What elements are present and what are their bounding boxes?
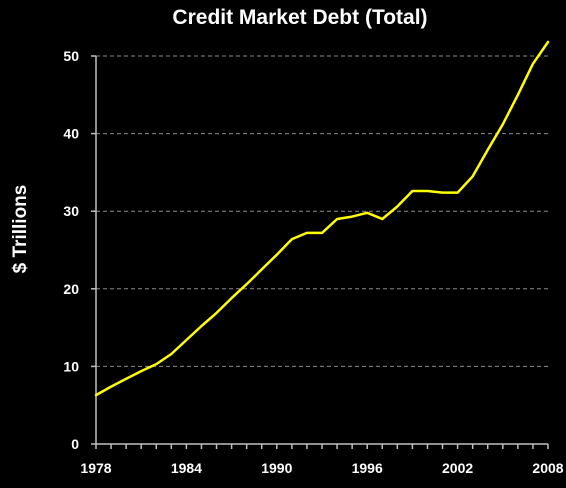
x-tick-label-1996: 1996 bbox=[352, 460, 383, 476]
y-tick-label-20: 20 bbox=[63, 281, 79, 297]
y-tick-label-10: 10 bbox=[63, 358, 79, 374]
gridlines bbox=[96, 55, 548, 367]
x-tick-label-1978: 1978 bbox=[80, 460, 111, 476]
x-tick-label-1990: 1990 bbox=[261, 460, 292, 476]
y-tick-label-50: 50 bbox=[63, 48, 79, 64]
y-tick-label-40: 40 bbox=[63, 126, 79, 142]
x-tick-label-2008: 2008 bbox=[532, 460, 563, 476]
tick-labels: 0 10 20 30 40 50 1978 1984 1990 1996 2002 2008 bbox=[63, 48, 563, 476]
x-tick-label-2002: 2002 bbox=[442, 460, 473, 476]
axes bbox=[91, 55, 549, 449]
series-line-0 bbox=[94, 40, 550, 397]
series-layer bbox=[94, 40, 550, 397]
y-tick-label-30: 30 bbox=[63, 203, 79, 219]
x-tick-label-1984: 1984 bbox=[171, 460, 202, 476]
y-tick-label-0: 0 bbox=[71, 436, 79, 452]
y-axis-label: $ Trillions bbox=[10, 185, 31, 274]
chart-title: Credit Market Debt (Total) bbox=[172, 6, 427, 29]
